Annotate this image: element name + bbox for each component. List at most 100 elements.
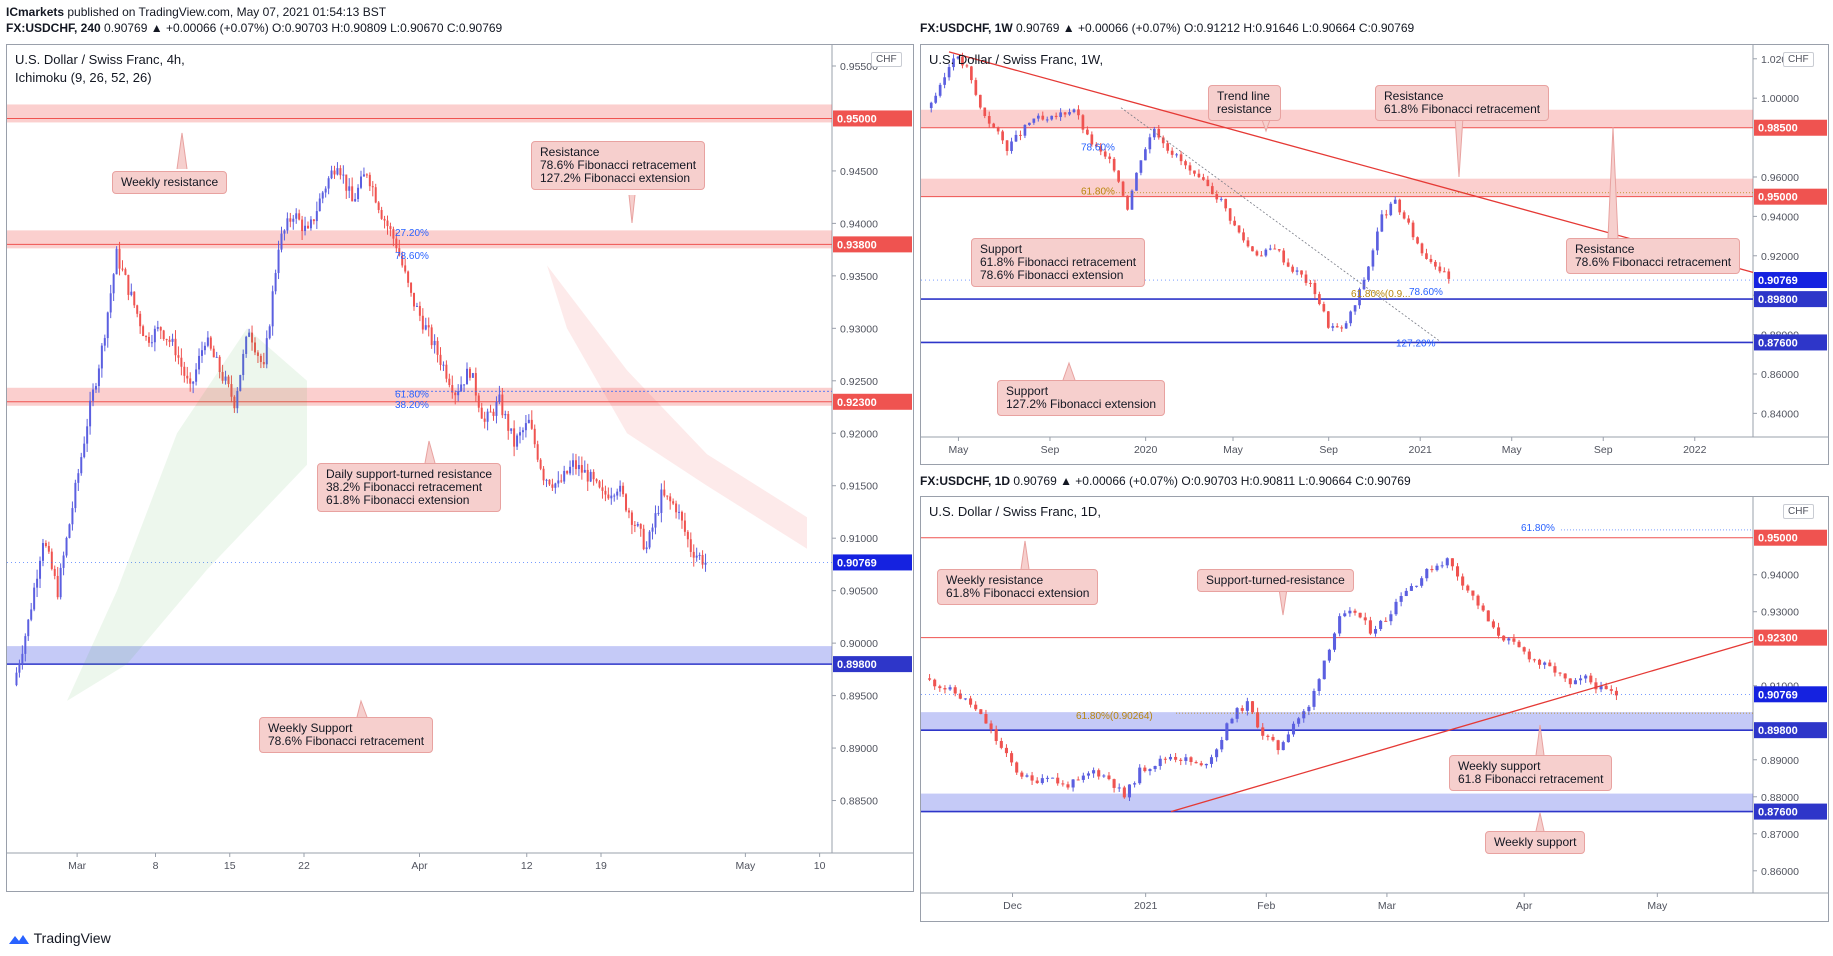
candle-body [943, 688, 947, 690]
price-label-resistance: 0.98500 [1758, 123, 1798, 135]
candle-body [189, 378, 192, 384]
left-symbol: FX:USDCHF, 240 [6, 21, 101, 35]
chart-4h-svg[interactable]: 0.95500 0.94500 0.94000 0.93500 0.93000 0.925… [7, 45, 913, 891]
left-quote-line: FX:USDCHF, 240 0.90769 ▲ +0.00066 (+0.07… [6, 21, 502, 35]
candle-body [1061, 783, 1065, 785]
candle-body [686, 531, 689, 540]
candle-body [625, 494, 628, 511]
candle-body [1416, 237, 1419, 244]
candle-body [933, 679, 937, 687]
currency-badge-4h[interactable]: CHF [871, 52, 902, 67]
candle-body [218, 356, 221, 373]
candle-body [1368, 620, 1372, 634]
candle-body [1604, 685, 1608, 690]
candle-body [948, 687, 952, 690]
candle-body [1340, 327, 1344, 329]
candle-body [236, 390, 239, 409]
right-symbol: FX:USDCHF, 1W [920, 21, 1013, 35]
candle-body [545, 479, 548, 481]
candle-body [442, 364, 445, 366]
candle-body [1010, 753, 1014, 763]
candle-body [304, 225, 307, 232]
candle-body [675, 503, 678, 513]
candle-body [1538, 659, 1542, 665]
currency-badge-1d[interactable]: CHF [1783, 504, 1814, 519]
candle-body [1291, 723, 1296, 735]
candle-body [327, 178, 330, 189]
candle-body [483, 418, 486, 422]
candle-body [371, 186, 374, 188]
candle-body [701, 554, 704, 565]
candle-body [1193, 170, 1196, 174]
candle-body [345, 174, 348, 191]
chart-title-1w: U.S. Dollar / Swiss Franc, 1W, [929, 52, 1104, 67]
candle-body [1435, 565, 1439, 571]
candle-body [1491, 621, 1495, 628]
candle-body [251, 332, 254, 343]
ichimoku-cloud-red [547, 265, 807, 549]
candle-body [407, 271, 410, 283]
fib-label: 61.80% [1081, 187, 1115, 198]
candle-body [365, 174, 368, 176]
chart-title-1d: U.S. Dollar / Swiss Franc, 1D, [929, 504, 1101, 519]
candle-body [530, 419, 533, 429]
candle-body [1184, 757, 1188, 761]
candle-body [583, 469, 586, 473]
chart-panel-4h[interactable]: 0.95500 0.94500 0.94000 0.93500 0.93000 0.925… [6, 44, 914, 892]
candle-body [256, 352, 259, 356]
candle-body [1440, 565, 1444, 567]
candle-body [1318, 294, 1321, 305]
candle-body [1335, 326, 1339, 328]
candle-body [180, 357, 183, 367]
candle-body [1548, 662, 1552, 667]
candle-body [1030, 775, 1034, 781]
time-tick-label: Dec [1003, 900, 1022, 912]
candle-body [401, 255, 404, 266]
candle-body [1497, 627, 1501, 636]
candle-body [1517, 641, 1521, 648]
candle-body [1206, 179, 1210, 187]
candle-body [1309, 282, 1312, 284]
candle-body [1023, 124, 1027, 136]
callout-pointer [1062, 361, 1076, 381]
tradingview-logo[interactable]: TradingView [8, 930, 111, 946]
currency-badge-1w[interactable]: CHF [1783, 52, 1814, 67]
candle-body [943, 77, 946, 85]
time-tick-label: Feb [1257, 900, 1275, 912]
candle-body [1594, 682, 1598, 690]
candle-body [53, 568, 56, 576]
candle-body [1197, 173, 1201, 178]
candle-body [489, 411, 492, 413]
candle-body [683, 520, 686, 532]
chart-1d-svg[interactable]: 0.940000.930000.910000.890000.880000.870… [921, 497, 1828, 921]
candle-body [433, 340, 436, 346]
candle-body [136, 305, 139, 314]
candle-body [1300, 270, 1303, 275]
chart-panel-1d[interactable]: 0.940000.930000.910000.890000.880000.870… [920, 496, 1829, 922]
candle-body [598, 481, 601, 488]
candle-body [680, 511, 683, 521]
candle-body [1103, 151, 1107, 157]
candle-body [1322, 660, 1326, 680]
candle-body [1331, 326, 1335, 328]
price-tick-label: 0.90000 [840, 638, 878, 650]
candle-body [1130, 190, 1134, 210]
chart-panel-1w[interactable]: 1.020001.000000.960000.940000.920000.900… [920, 44, 1829, 465]
candle-body [33, 587, 36, 610]
candle-body [395, 238, 398, 249]
candle-body [1476, 595, 1480, 606]
candle-body [415, 305, 418, 307]
candle-body [1168, 756, 1173, 760]
candle-body [351, 186, 354, 202]
candle-body [404, 265, 407, 272]
candle-body [133, 291, 136, 306]
current-price-bg [833, 554, 912, 571]
time-tick-label: May [1647, 900, 1668, 912]
callout-weekly-support: Weekly Support 78.6% Fibonacci retraceme… [259, 717, 434, 753]
candle-body [1445, 558, 1449, 566]
candle-body [979, 709, 983, 715]
candle-body [586, 469, 589, 482]
candle-body [1224, 198, 1228, 209]
bottom-quote: 0.90769 ▲ +0.00066 (+0.07%) O:0.90703 H:… [1013, 474, 1411, 488]
callout-pointer [628, 194, 636, 224]
